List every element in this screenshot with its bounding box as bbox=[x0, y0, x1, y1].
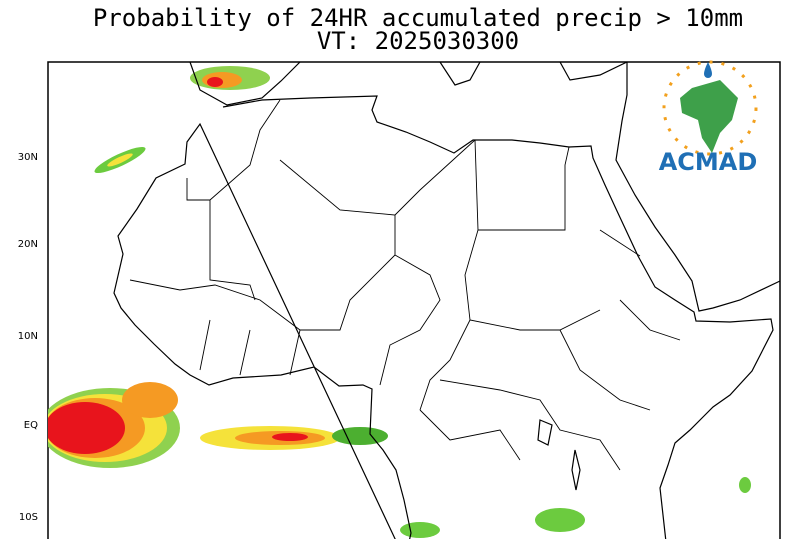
lat-label: 10S bbox=[19, 512, 38, 523]
title: Probability of 24HR accumulated precip >… bbox=[93, 4, 743, 32]
europe-coast bbox=[189, 62, 628, 106]
lat-label: 30N bbox=[18, 152, 38, 163]
country-borders bbox=[129, 99, 681, 471]
lat-label: EQ bbox=[24, 420, 38, 431]
lat-labels: 30N 20N 10N EQ 10S bbox=[18, 152, 38, 523]
africa-coast bbox=[113, 95, 774, 539]
map-frame bbox=[47, 61, 781, 539]
arabia-coast bbox=[615, 62, 780, 312]
logo: ACMAD bbox=[659, 60, 758, 176]
lat-label: 20N bbox=[18, 239, 38, 250]
map: 30N 20N 10N EQ 10S bbox=[18, 61, 781, 539]
logo-map bbox=[680, 80, 738, 153]
subtitle: VT: 2025030300 bbox=[317, 27, 519, 55]
logo-text: ACMAD bbox=[659, 148, 758, 176]
lat-label: 10N bbox=[18, 331, 38, 342]
precip-shading bbox=[48, 66, 751, 538]
madagascar-lakes bbox=[537, 419, 581, 491]
